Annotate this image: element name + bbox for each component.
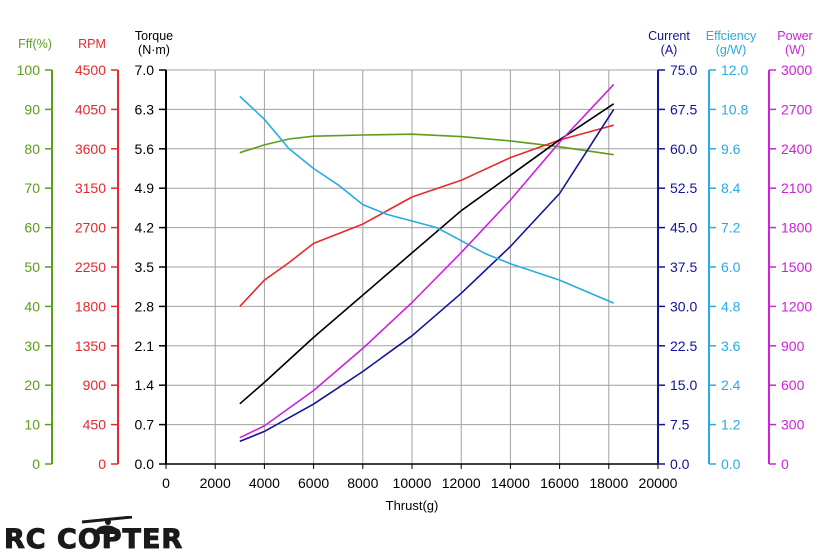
rpm-axis-title: RPM [78, 37, 106, 51]
eff_pct-tick-label: 40 [24, 298, 40, 314]
eff_pct-tick-label: 90 [24, 101, 40, 117]
rpm-tick-label: 900 [83, 377, 107, 393]
torque-tick-label: 0.7 [135, 417, 155, 433]
eff_pct-tick-label: 50 [24, 259, 40, 275]
torque-tick-label: 5.6 [135, 141, 155, 157]
power-tick-label: 0 [781, 456, 789, 472]
efficiency-tick-label: 10.8 [721, 101, 748, 117]
power-tick-label: 300 [781, 417, 805, 433]
x-tick-label: 0 [162, 475, 170, 491]
power-axis-title: (W) [785, 43, 805, 57]
torque-axis-title: (N·m) [138, 43, 170, 57]
power-tick-label: 2100 [781, 180, 812, 196]
current-tick-label: 45.0 [670, 220, 697, 236]
current-tick-label: 75.0 [670, 62, 697, 78]
rpm-tick-label: 3150 [75, 180, 106, 196]
torque-tick-label: 4.9 [135, 180, 155, 196]
torque-tick-label: 0.0 [135, 456, 155, 472]
rpm-tick-label: 2700 [75, 220, 106, 236]
eff_pct-tick-label: 10 [24, 417, 40, 433]
current-tick-label: 67.5 [670, 101, 697, 117]
x-tick-label: 18000 [589, 475, 628, 491]
torque-tick-label: 3.5 [135, 259, 155, 275]
x-tick-label: 6000 [298, 475, 329, 491]
rpm-series-line [239, 124, 614, 307]
power-tick-label: 1800 [781, 220, 812, 236]
x-tick-label: 12000 [442, 475, 481, 491]
power-axis-title: Power [777, 29, 812, 43]
eff_pct-tick-label: 70 [24, 180, 40, 196]
x-tick-label: 8000 [347, 475, 378, 491]
x-tick-label: 14000 [491, 475, 530, 491]
current-axis-title: (A) [661, 43, 678, 57]
current-tick-label: 0.0 [670, 456, 690, 472]
efficiency-tick-label: 7.2 [721, 220, 741, 236]
rpm-tick-label: 450 [83, 417, 107, 433]
eff_pct-axis-title: Fff(%) [18, 37, 52, 51]
power-tick-label: 900 [781, 338, 805, 354]
x-tick-label: 2000 [200, 475, 231, 491]
current-tick-label: 60.0 [670, 141, 697, 157]
power-tick-label: 2400 [781, 141, 812, 157]
current-tick-label: 15.0 [670, 377, 697, 393]
power-tick-label: 2700 [781, 101, 812, 117]
efficiency-tick-label: 4.8 [721, 298, 741, 314]
efficiency-tick-label: 12.0 [721, 62, 748, 78]
helicopter-icon [81, 516, 133, 534]
efficiency-tick-label: 3.6 [721, 338, 741, 354]
rpm-tick-label: 4500 [75, 62, 106, 78]
power-tick-label: 1500 [781, 259, 812, 275]
eff_pct-tick-label: 100 [17, 62, 41, 78]
rpm-tick-label: 4050 [75, 101, 106, 117]
efficiency-tick-label: 9.6 [721, 141, 741, 157]
current-axis-title: Current [648, 29, 690, 43]
eff_pct-series-line [239, 133, 614, 156]
eff_pct-tick-label: 80 [24, 141, 40, 157]
efficiency-axis-title: (g/W) [716, 43, 747, 57]
current-tick-label: 37.5 [670, 259, 697, 275]
logo-text: RC COPTER [3, 524, 184, 556]
torque-tick-label: 1.4 [135, 377, 155, 393]
rpm-tick-label: 2250 [75, 259, 106, 275]
current-series-line [239, 108, 615, 443]
power-series-line [239, 83, 615, 439]
power-tick-label: 3000 [781, 62, 812, 78]
torque-axis-title: Torque [135, 29, 173, 43]
rpm-tick-label: 0 [98, 456, 106, 472]
current-tick-label: 30.0 [670, 298, 697, 314]
efficiency-tick-label: 6.0 [721, 259, 741, 275]
rpm-tick-label: 3600 [75, 141, 106, 157]
torque-tick-label: 4.2 [135, 220, 155, 236]
current-tick-label: 22.5 [670, 338, 697, 354]
current-tick-label: 7.5 [670, 417, 690, 433]
torque-tick-label: 7.0 [135, 62, 155, 78]
eff_pct-tick-label: 60 [24, 220, 40, 236]
torque-series-line [239, 103, 615, 405]
current-tick-label: 52.5 [670, 180, 697, 196]
torque-tick-label: 2.8 [135, 298, 155, 314]
x-tick-label: 20000 [639, 475, 678, 491]
efficiency-axis-title: Effciency [706, 29, 757, 43]
eff_pct-tick-label: 20 [24, 377, 40, 393]
efficiency-tick-label: 2.4 [721, 377, 741, 393]
eff_pct-tick-label: 30 [24, 338, 40, 354]
x-tick-label: 10000 [393, 475, 432, 491]
efficiency-tick-label: 8.4 [721, 180, 741, 196]
x-tick-label: 4000 [249, 475, 280, 491]
efficiency-tick-label: 0.0 [721, 456, 741, 472]
torque-tick-label: 6.3 [135, 101, 155, 117]
rpm-tick-label: 1800 [75, 298, 106, 314]
rpm-tick-label: 1350 [75, 338, 106, 354]
rc-copter-logo: RC COPTER [3, 516, 210, 556]
efficiency-series-line [239, 95, 615, 304]
x-axis-label: Thrust(g) [386, 498, 439, 513]
eff_pct-tick-label: 0 [32, 456, 40, 472]
power-tick-label: 600 [781, 377, 805, 393]
torque-tick-label: 2.1 [135, 338, 155, 354]
x-tick-label: 16000 [540, 475, 579, 491]
power-tick-label: 1200 [781, 298, 812, 314]
efficiency-tick-label: 1.2 [721, 417, 741, 433]
